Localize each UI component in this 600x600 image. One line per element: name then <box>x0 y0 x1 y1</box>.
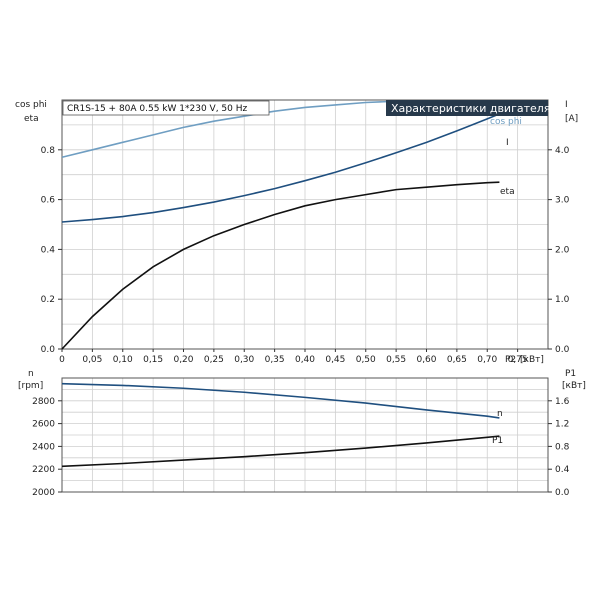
bottom-left-axis-label-1: n <box>28 369 34 379</box>
top-left-axis-label-1: cos phi <box>15 100 47 110</box>
top-x-tick-label: 0,10 <box>113 355 133 365</box>
top-left-tick-label: 0.4 <box>41 245 56 255</box>
top-right-tick-label: 3.0 <box>555 196 570 206</box>
top-x-tick-label: 0,75 <box>508 355 528 365</box>
top-x-tick-label: 0,50 <box>356 355 376 365</box>
bottom-left-tick-label: 2000 <box>32 488 55 498</box>
bottom-right-tick-label: 1.2 <box>555 420 569 430</box>
top-x-tick-label: 0,25 <box>204 355 224 365</box>
bottom-curves <box>61 382 500 468</box>
top-x-tick-label: 0,45 <box>325 355 345 365</box>
bottom-left-tick-label: 2400 <box>32 442 55 452</box>
subtitle-box <box>62 100 270 116</box>
series-label-i: I <box>506 138 509 148</box>
series-line-i <box>61 113 500 223</box>
top-right-tick-label: 1.0 <box>555 295 570 305</box>
top-left-axis-label-2: eta <box>24 114 39 124</box>
top-x-tick-label: 0,70 <box>477 355 497 365</box>
top-right-tick-label: 0.0 <box>555 345 570 355</box>
top-y-ticks-right: 0.0 1.0 2.0 3.0 4.0 <box>548 146 570 355</box>
series-label-p1: P1 <box>492 436 503 446</box>
bottom-right-axis-label-2: [кВт] <box>562 381 586 391</box>
top-x-ticks: 0 0,05 0,10 0,15 0,20 0,25 0,30 0,35 0,40 0,45 0,5… <box>59 349 528 365</box>
title-banner <box>386 100 548 116</box>
chart-title: Характеристики двигателя <box>391 102 550 115</box>
bottom-right-axis-label-1: P1 <box>565 369 576 379</box>
top-left-tick-label: 0.2 <box>41 295 55 305</box>
top-x-tick-label: 0,40 <box>295 355 315 365</box>
top-y-ticks-left: 0.0 0.2 0.4 0.6 0.8 <box>41 146 62 355</box>
top-x-tick-label: 0,30 <box>234 355 254 365</box>
chart-subtitle: CR1S-15 + 80A 0.55 kW 1*230 V, 50 Hz <box>67 104 248 114</box>
bottom-grid <box>62 378 548 492</box>
top-right-axis-label-2: [A] <box>565 114 578 124</box>
top-x-tick-label: 0,20 <box>173 355 193 365</box>
top-x-tick-label: 0 <box>59 355 65 365</box>
top-x-tick-label: 0,65 <box>447 355 467 365</box>
bottom-left-tick-label: 2600 <box>32 420 55 430</box>
bottom-right-tick-label: 0.0 <box>555 488 570 498</box>
bottom-plot: 2000 2200 2400 2600 2800 0.0 0.4 0.8 1.2 1.6 n [… <box>18 369 586 498</box>
bottom-y-ticks-left: 2000 2200 2400 2600 2800 <box>32 397 62 498</box>
bottom-plot-frame <box>61 377 549 493</box>
top-x-tick-label: 0,55 <box>386 355 406 365</box>
bottom-right-tick-label: 0.4 <box>555 465 570 475</box>
series-label-cos-phi: cos phi <box>490 117 522 127</box>
top-left-tick-label: 0.8 <box>41 146 56 156</box>
top-left-tick-label: 0.6 <box>41 196 56 206</box>
series-label-n: n <box>497 409 503 419</box>
series-label-eta: eta <box>500 187 515 197</box>
bottom-left-tick-label: 2800 <box>32 397 55 407</box>
bottom-right-tick-label: 1.6 <box>555 397 570 407</box>
top-right-axis-label-1: I <box>565 100 568 110</box>
bottom-left-tick-label: 2200 <box>32 465 55 475</box>
top-x-tick-label: 0,35 <box>265 355 285 365</box>
top-left-tick-label: 0.0 <box>41 345 56 355</box>
top-x-tick-label: 0,05 <box>82 355 102 365</box>
top-x-axis-unit: [кВт] <box>520 355 544 365</box>
top-right-tick-label: 4.0 <box>555 146 570 156</box>
bottom-left-axis-label-2: [rpm] <box>18 381 43 391</box>
bottom-right-tick-label: 0.8 <box>555 442 570 452</box>
series-line-eta <box>61 181 500 350</box>
series-line-n <box>61 382 500 419</box>
top-x-axis-label: P2 <box>505 355 516 365</box>
top-right-tick-label: 2.0 <box>555 245 570 255</box>
bottom-y-ticks-right: 0.0 0.4 0.8 1.2 1.6 <box>548 397 570 498</box>
series-line-p1 <box>61 435 500 468</box>
top-x-tick-label: 0,60 <box>416 355 436 365</box>
top-x-tick-label: 0,15 <box>143 355 163 365</box>
